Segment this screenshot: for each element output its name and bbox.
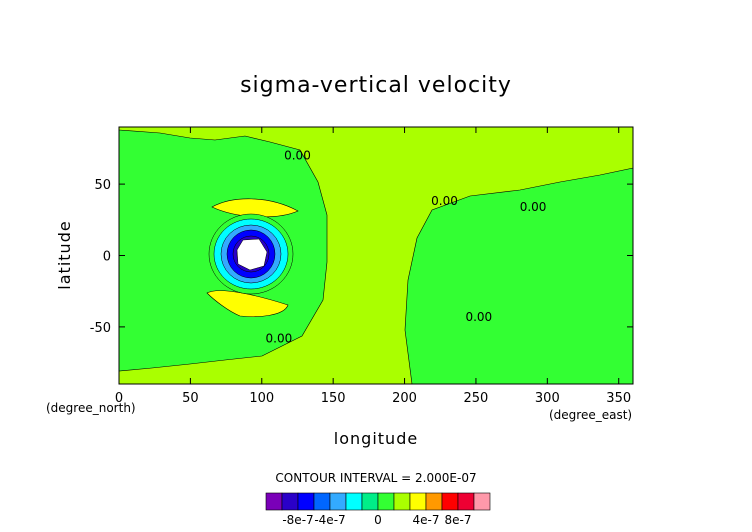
downdraft-core	[208, 213, 294, 295]
colorbar-cell	[425, 492, 443, 511]
colorbar-cell	[457, 492, 475, 511]
y-tick-label: 0	[103, 250, 111, 265]
upper-yellow-band	[211, 198, 299, 218]
x-tick-label: 0	[115, 391, 123, 406]
colorbar-tick-label: 0	[374, 513, 382, 527]
colorbar-cell	[265, 492, 283, 511]
colorbar: -8e-7 -4e-7 0 4e-7 8e-7	[265, 492, 491, 527]
contour-label-group: 0.00 0.00 0.00 0.00 0.00	[266, 149, 547, 346]
colorbar-cell	[313, 492, 331, 511]
y-unit-label: (degree_north)	[46, 401, 136, 415]
y-axis: -50 0 50	[90, 178, 633, 336]
y-tick-label: -50	[90, 321, 111, 336]
colorbar-tick-label: 8e-7	[445, 513, 472, 527]
lower-yellow-band	[206, 290, 289, 317]
y-axis-label: latitude	[55, 220, 74, 289]
colorbar-cell	[345, 492, 363, 511]
colorbar-cell	[441, 492, 459, 511]
contour-label: 0.00	[284, 149, 311, 163]
x-unit-label: (degree_east)	[549, 408, 632, 422]
contour-label: 0.00	[465, 310, 492, 324]
x-tick-label: 50	[182, 391, 199, 406]
contour-label: 0.00	[266, 331, 293, 345]
x-tick-label: 150	[321, 391, 346, 406]
colorbar-cell	[409, 492, 427, 511]
contour-label: 0.00	[520, 200, 547, 214]
plot-area: 0.00 0.00 0.00 0.00 0.00	[118, 126, 634, 385]
colorbar-cell	[297, 492, 315, 511]
colorbar-cell	[329, 492, 347, 511]
colorbar-cell	[361, 492, 379, 511]
y-tick-label: 50	[94, 178, 111, 193]
colorbar-tick-label: -8e-7	[282, 513, 313, 527]
colorbar-cell	[473, 492, 491, 511]
x-tick-label: 300	[535, 391, 560, 406]
x-axis: 0 50 100 150 200 250 300 350	[115, 127, 631, 406]
colorbar-cell	[393, 492, 411, 511]
x-tick-label: 100	[249, 391, 274, 406]
x-tick-label: 350	[606, 391, 631, 406]
colorbar-tick-label: -4e-7	[314, 513, 345, 527]
colorbar-tick-label: 4e-7	[413, 513, 440, 527]
contour-label: 0.00	[431, 194, 458, 208]
x-axis-label: longitude	[334, 429, 418, 448]
x-tick-label: 200	[392, 391, 417, 406]
colorbar-cell	[377, 492, 395, 511]
contour-interval-text: CONTOUR INTERVAL = 2.000E-07	[275, 471, 476, 485]
colorbar-cell	[281, 492, 299, 511]
chart-title: sigma-vertical velocity	[240, 73, 512, 98]
x-tick-label: 250	[464, 391, 489, 406]
